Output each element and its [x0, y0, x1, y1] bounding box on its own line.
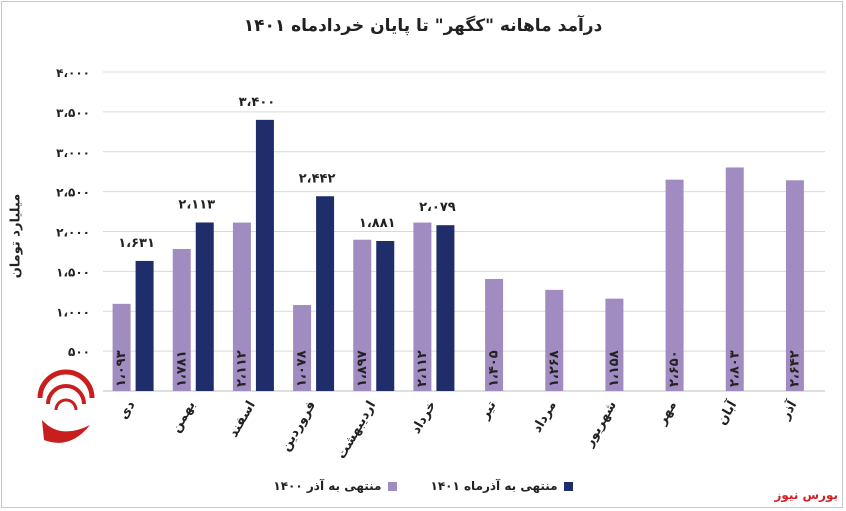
bar-series-1: [172, 248, 191, 391]
bar-series-1: [605, 298, 624, 391]
y-tick-label: ۳،۰۰۰: [56, 146, 90, 160]
x-tick-label: بهمن: [169, 399, 199, 436]
bar-series-2: [436, 225, 455, 391]
y-tick-label: ۱،۵۰۰: [56, 265, 90, 279]
bar-series-2: [255, 119, 274, 391]
bar-series-1: [232, 222, 251, 391]
data-label-series-1: ۱،۰۹۳: [114, 350, 129, 387]
data-label-series-1: ۲،۱۱۲: [234, 350, 249, 387]
bar-series-1: [293, 305, 312, 391]
x-tick-label: اسفند: [226, 399, 259, 441]
data-label-series-1: ۱،۱۵۸: [607, 350, 622, 387]
bar-series-1: [485, 278, 504, 391]
bar-series-1: [545, 289, 564, 391]
x-tick-label: اردیبهشت: [334, 399, 379, 462]
bar-series-2: [376, 240, 395, 391]
legend-label-series-2: منتهی به آذرماه ۱۴۰۱: [430, 479, 558, 493]
data-label-series-1: ۲،۸۰۳: [727, 350, 742, 387]
logo-arc: [37, 369, 95, 399]
data-label-series-2: ۳،۴۰۰: [239, 95, 276, 110]
watermark-text: بورس نیوز: [774, 488, 838, 502]
chart-title: درآمد ماهانه "کگهر" تا پایان خردادماه ۱۴…: [243, 16, 603, 36]
bar-series-1: [725, 167, 744, 391]
data-label-series-2: ۱،۶۳۱: [118, 236, 155, 251]
legend-item-series-2: منتهی به آذرماه ۱۴۰۱: [431, 479, 573, 493]
x-tick-label: مرداد: [530, 399, 560, 436]
bar-series-1: [353, 239, 372, 391]
legend-label-series-1: منتهی به آذر ۱۴۰۰: [273, 479, 382, 493]
legend-swatch-series-1: [387, 481, 397, 491]
bar-series-2: [195, 222, 214, 391]
data-label-series-1: ۱،۰۷۸: [295, 350, 310, 387]
data-label-series-2: ۲،۴۴۲: [299, 171, 336, 186]
data-label-series-1: ۱،۴۰۵: [487, 350, 502, 387]
x-tick-label: خرداد: [409, 399, 440, 437]
x-tick-label: تیر: [477, 399, 500, 423]
bar-series-1: [112, 303, 131, 391]
bar-series-1: [665, 179, 684, 391]
legend-item-series-1: منتهی به آذر ۱۴۰۰: [273, 479, 397, 493]
data-label-series-2: ۱،۸۸۱: [359, 216, 396, 231]
logo-arc: [54, 398, 78, 411]
data-label-series-2: ۲،۱۱۳: [178, 197, 215, 212]
bar-series-2: [135, 260, 154, 391]
y-tick-label: ۲،۵۰۰: [56, 186, 90, 200]
data-label-series-1: ۱،۲۶۸: [547, 350, 562, 387]
x-tick-label: آبان: [713, 397, 741, 428]
bar-series-2: [316, 196, 335, 391]
data-label-series-1: ۱،۸۹۷: [355, 350, 370, 387]
legend-swatch-series-2: [563, 481, 573, 491]
y-tick-label: ۲،۰۰۰: [56, 226, 90, 240]
data-label-series-2: ۲،۰۷۹: [419, 200, 456, 215]
bar-series-1: [413, 222, 432, 391]
x-tick-label: مهر: [654, 399, 680, 429]
data-label-series-1: ۲،۶۵۰: [667, 350, 682, 387]
y-tick-label: ۱،۰۰۰: [56, 305, 90, 319]
data-label-series-1: ۱،۷۸۱: [174, 350, 189, 387]
y-tick-label: ۴،۰۰۰: [56, 66, 90, 80]
bar-series-1: [785, 180, 804, 391]
logo-arc: [46, 384, 86, 405]
legend: منتهی به آذرماه ۱۴۰۱ منتهی به آذر ۱۴۰۰: [0, 479, 846, 493]
y-tick-label: ۵۰۰: [68, 345, 90, 359]
data-label-series-1: ۲،۱۱۲: [415, 350, 430, 387]
logo-mark: [37, 369, 95, 443]
x-tick-label: دی: [116, 398, 138, 422]
y-tick-label: ۳،۵۰۰: [56, 106, 90, 120]
data-label-series-1: ۲،۶۴۲: [787, 350, 802, 387]
x-tick-label: شهریور: [581, 399, 619, 451]
x-tick-label: آذر: [776, 397, 801, 423]
logo-arc: [42, 420, 90, 443]
x-tick-label: فروردین: [278, 399, 319, 454]
